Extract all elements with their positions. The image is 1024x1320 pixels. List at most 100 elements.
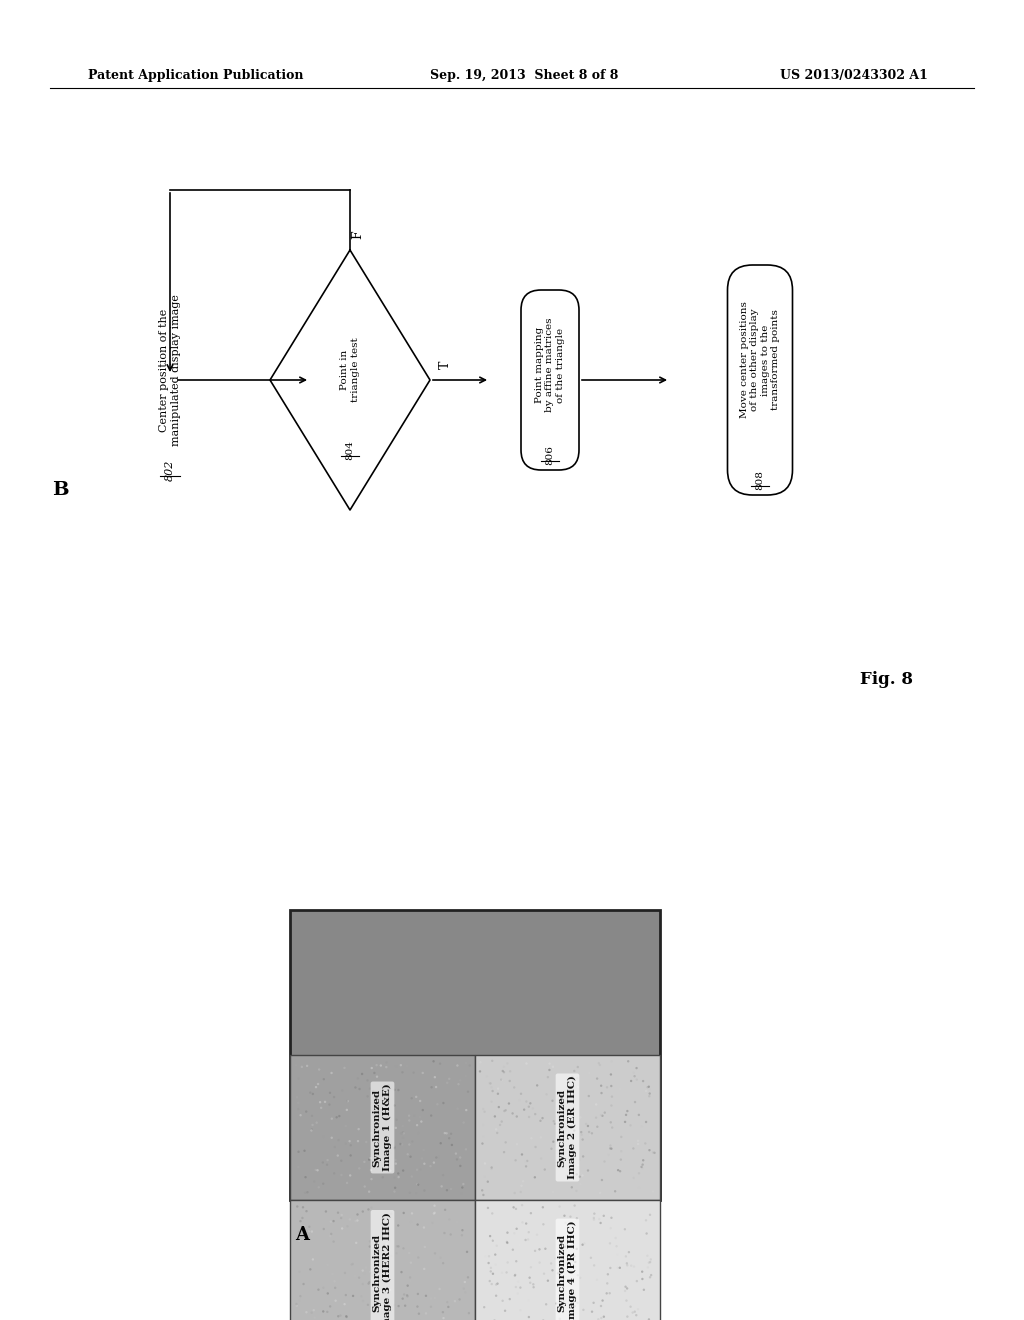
Point bbox=[356, 1263, 373, 1284]
Point bbox=[641, 1139, 657, 1160]
Point bbox=[593, 1295, 609, 1316]
Text: A: A bbox=[295, 1226, 309, 1243]
Point bbox=[627, 1065, 643, 1086]
Point bbox=[636, 1279, 652, 1300]
Point bbox=[379, 1155, 395, 1176]
Point bbox=[446, 1291, 463, 1312]
Point bbox=[566, 1296, 583, 1317]
Point bbox=[395, 1122, 412, 1143]
Point bbox=[395, 1203, 412, 1224]
Point bbox=[481, 1073, 498, 1094]
Point bbox=[447, 1312, 464, 1320]
Point bbox=[332, 1305, 348, 1320]
Point bbox=[401, 1183, 418, 1204]
Point bbox=[538, 1238, 554, 1259]
Point bbox=[482, 1261, 499, 1282]
Point bbox=[389, 1236, 406, 1257]
Point bbox=[432, 1133, 449, 1154]
Point bbox=[435, 1253, 452, 1274]
Point bbox=[425, 1051, 441, 1072]
Point bbox=[387, 1177, 403, 1199]
Point bbox=[375, 1233, 391, 1254]
Point bbox=[630, 1130, 646, 1151]
Bar bbox=[475, 1055, 660, 1200]
Point bbox=[522, 1257, 539, 1278]
Point bbox=[572, 1173, 589, 1195]
Point bbox=[327, 1278, 343, 1299]
Point bbox=[343, 1135, 359, 1156]
Point bbox=[338, 1133, 354, 1154]
Point bbox=[522, 1272, 539, 1294]
Point bbox=[337, 1262, 353, 1283]
Point bbox=[416, 1180, 432, 1201]
Point bbox=[629, 1271, 645, 1292]
Point bbox=[413, 1159, 429, 1180]
Point bbox=[557, 1110, 573, 1131]
Point bbox=[603, 1096, 620, 1117]
Point bbox=[631, 1163, 647, 1184]
Point bbox=[594, 1303, 610, 1320]
Point bbox=[423, 1077, 439, 1098]
Point bbox=[331, 1106, 347, 1127]
Point bbox=[382, 1160, 398, 1181]
Point bbox=[548, 1292, 564, 1313]
Point bbox=[402, 1146, 419, 1167]
Point bbox=[620, 1101, 636, 1122]
Point bbox=[456, 1111, 472, 1133]
Point bbox=[358, 1257, 375, 1278]
Point bbox=[358, 1131, 375, 1152]
Point bbox=[597, 1102, 613, 1123]
Point bbox=[461, 1303, 477, 1320]
Point bbox=[620, 1305, 636, 1320]
Point bbox=[629, 1069, 645, 1090]
Text: F: F bbox=[351, 231, 365, 239]
Point bbox=[483, 1159, 500, 1180]
Point bbox=[314, 1152, 331, 1173]
Point bbox=[574, 1234, 591, 1255]
Point bbox=[303, 1119, 319, 1140]
Point bbox=[412, 1106, 428, 1127]
Point bbox=[381, 1222, 397, 1243]
Point bbox=[418, 1286, 434, 1307]
Point bbox=[381, 1074, 397, 1096]
Point bbox=[334, 1204, 350, 1225]
Point bbox=[630, 1299, 646, 1320]
Point bbox=[290, 1156, 306, 1177]
Point bbox=[536, 1263, 552, 1284]
Point bbox=[532, 1127, 549, 1148]
Point bbox=[521, 1106, 538, 1127]
Point bbox=[298, 1302, 314, 1320]
Point bbox=[487, 1286, 504, 1307]
Point bbox=[539, 1084, 555, 1105]
Point bbox=[591, 1209, 607, 1230]
Point bbox=[296, 1216, 312, 1237]
Point bbox=[424, 1212, 440, 1233]
Point bbox=[452, 1147, 468, 1168]
Point bbox=[423, 1105, 439, 1126]
Point bbox=[556, 1205, 572, 1226]
Point bbox=[427, 1243, 443, 1265]
Point bbox=[334, 1218, 350, 1239]
Point bbox=[608, 1236, 625, 1257]
Point bbox=[513, 1084, 529, 1105]
Point bbox=[407, 1105, 423, 1126]
Point bbox=[581, 1063, 597, 1084]
Text: Patent Application Publication: Patent Application Publication bbox=[88, 69, 303, 82]
Point bbox=[496, 1061, 512, 1082]
Point bbox=[449, 1148, 465, 1170]
Point bbox=[626, 1303, 642, 1320]
Point bbox=[339, 1216, 355, 1237]
Point bbox=[439, 1291, 456, 1312]
Point bbox=[594, 1290, 610, 1311]
Point bbox=[520, 1096, 537, 1117]
Point bbox=[410, 1296, 426, 1317]
Text: US 2013/0243302 A1: US 2013/0243302 A1 bbox=[780, 69, 928, 82]
Point bbox=[361, 1230, 378, 1251]
Point bbox=[549, 1279, 565, 1300]
Point bbox=[395, 1123, 412, 1144]
Point bbox=[527, 1241, 544, 1262]
Point bbox=[315, 1173, 332, 1195]
Point bbox=[594, 1105, 610, 1126]
Point bbox=[426, 1203, 442, 1224]
Point bbox=[401, 1242, 418, 1263]
